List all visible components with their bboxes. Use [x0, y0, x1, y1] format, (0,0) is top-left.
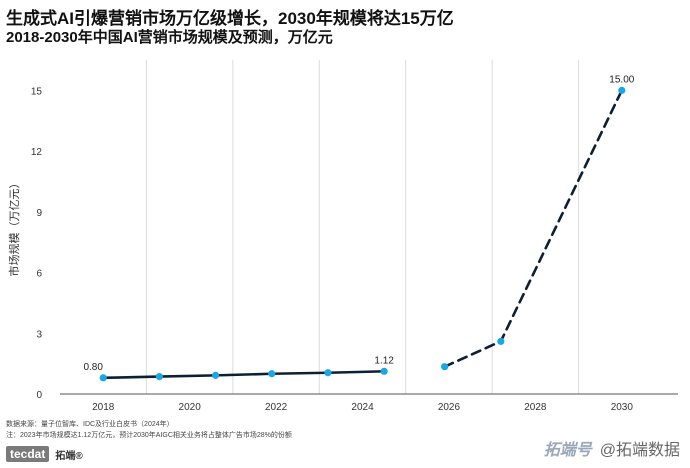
chart-notes: 数据来源：量子位智库、IDC及行业白皮书（2024年） 注：2023年市场规模达…	[6, 419, 292, 441]
data-point	[99, 374, 107, 382]
data-point	[497, 337, 505, 345]
data-point	[324, 369, 332, 377]
data-label: 1.12	[374, 355, 394, 366]
x-tick-label: 2018	[92, 402, 115, 413]
watermark-text: @拓端数据	[599, 442, 680, 459]
y-tick-label: 3	[36, 329, 42, 340]
data-point	[380, 367, 388, 375]
x-tick-label: 2020	[179, 402, 202, 413]
y-tick-label: 9	[36, 208, 42, 219]
x-tick-label: 2026	[438, 402, 461, 413]
y-axis-label: 市场规模（万亿元）	[7, 178, 21, 277]
x-tick-label: 2024	[351, 402, 374, 413]
data-point	[268, 370, 276, 378]
data-label: 0.80	[83, 362, 103, 373]
watermark: 拓端号 @拓端数据	[544, 436, 680, 460]
history-line	[101, 370, 386, 380]
x-tick-label: 2028	[524, 402, 547, 413]
data-label: 15.00	[609, 74, 634, 85]
y-tick-label: 12	[31, 147, 43, 158]
x-tick-label: 2022	[265, 402, 288, 413]
chart-subtitle: 2018-2030年中国AI营销市场规模及预测，万亿元	[6, 29, 333, 46]
y-tick-label: 6	[36, 269, 42, 280]
y-tick-label: 0	[36, 390, 42, 401]
forecast-line	[443, 89, 624, 368]
data-source-note: 数据来源：量子位智库、IDC及行业白皮书（2024年）	[6, 421, 174, 428]
data-point	[441, 363, 449, 371]
brand: tecdat 拓端®	[6, 446, 83, 462]
footnote: 注：2023年市场规模达1.12万亿元，预计2030年AIGC相关业务将占整体广…	[6, 432, 292, 439]
brand-name: 拓端®	[55, 450, 83, 462]
data-point	[155, 372, 163, 381]
y-tick-label: 15	[31, 86, 43, 97]
chart-title: 生成式AI引爆营销市场万亿级增长，2030年规模将达15万亿	[6, 9, 454, 28]
data-point	[211, 371, 220, 379]
watermark-logo: 拓端号	[543, 442, 592, 459]
tecdat-logo: tecdat	[6, 446, 50, 462]
x-tick-label: 2030	[611, 402, 634, 413]
data-point	[618, 86, 626, 94]
